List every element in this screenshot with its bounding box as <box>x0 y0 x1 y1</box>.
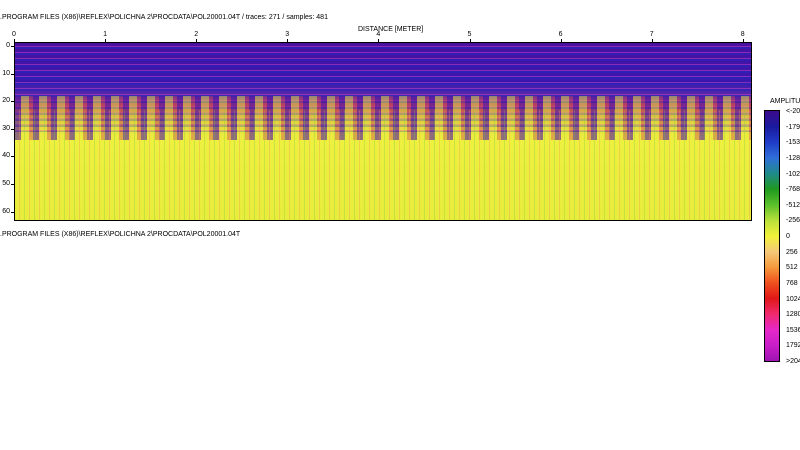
colorbar-label: 768 <box>786 279 798 287</box>
colorbar-label: 512 <box>786 264 798 272</box>
texture <box>15 96 751 141</box>
x-tick-label: 1 <box>103 31 107 38</box>
x-tick <box>560 39 562 42</box>
y-tick-label: 30 <box>2 124 10 132</box>
x-tick <box>378 39 380 42</box>
colorbar-label: >2048 <box>786 358 800 365</box>
x-tick-label: 7 <box>649 31 654 38</box>
x-tick <box>196 39 198 42</box>
colorbar-label: 256 <box>786 248 798 256</box>
colorbar-label: 1792 <box>786 342 800 350</box>
y-tick-label: 0 <box>6 42 10 49</box>
y-tick <box>11 184 14 185</box>
y-tick-label: 10 <box>2 69 10 77</box>
colorbar-title: AMPLITUDE <box>770 98 800 105</box>
x-tick <box>742 39 744 42</box>
x-tick-label: 4 <box>376 31 381 38</box>
texture <box>15 110 751 220</box>
y-tick-label: 20 <box>2 97 10 105</box>
y-tick <box>11 46 14 47</box>
file-path: .PROGRAM FILES (X86)\REFLEX\POLICHNA 2\P… <box>0 231 241 238</box>
y-tick <box>11 101 14 103</box>
x-tick-label: 2 <box>194 31 199 38</box>
x-tick <box>287 39 289 42</box>
x-tick-label: 3 <box>285 31 290 38</box>
colorbar-label: -1280 <box>786 154 800 162</box>
y-tick <box>11 211 14 213</box>
colorbar-label: 0 <box>786 233 790 240</box>
colorbar-label: -256 <box>786 217 800 225</box>
x-tick-label: 5 <box>467 31 472 38</box>
x-axis-label: DISTANCE [METER] <box>358 26 424 33</box>
x-tick <box>14 39 15 42</box>
y-tick <box>11 128 14 130</box>
colorbar-label: -1792 <box>786 123 800 131</box>
y-tick-label: 60 <box>2 207 10 215</box>
x-tick <box>651 39 653 42</box>
colorbar-label: -768 <box>786 186 800 194</box>
y-tick <box>11 156 14 158</box>
colorbar-label: 1024 <box>786 295 800 303</box>
colorbar-label: -1024 <box>786 170 800 178</box>
file-info: .PROGRAM FILES (X86)\REFLEX\POLICHNA 2\P… <box>0 14 328 21</box>
x-tick-label: 8 <box>740 31 745 38</box>
x-tick <box>105 39 107 42</box>
y-tick-label: 40 <box>2 152 10 160</box>
x-tick <box>469 39 471 42</box>
colorbar <box>764 110 780 362</box>
colorbar-label: 1280 <box>786 311 800 319</box>
x-tick-label: 0 <box>12 31 16 38</box>
y-tick-label: 50 <box>2 180 10 187</box>
colorbar-label: 1536 <box>786 326 800 334</box>
colorbar-label: <-2048 <box>786 108 800 115</box>
x-tick-label: 6 <box>558 31 563 38</box>
radargram <box>14 42 752 221</box>
colorbar-label: -512 <box>786 201 800 209</box>
colorbar-label: -1536 <box>786 139 800 147</box>
y-tick <box>11 73 14 75</box>
